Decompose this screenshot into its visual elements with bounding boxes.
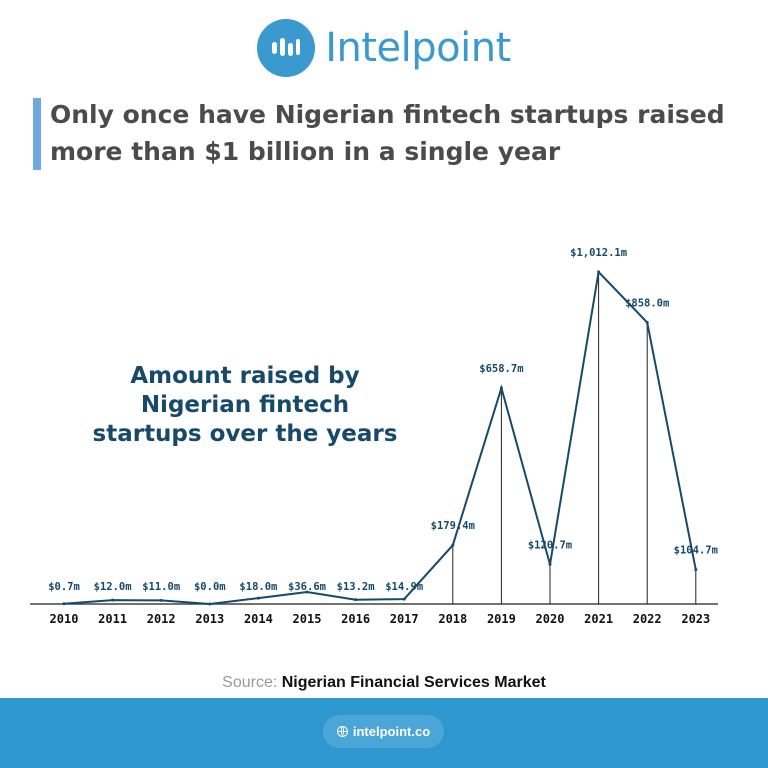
x-tick-label: 2013 [195,612,224,626]
data-label: $18.0m [239,581,277,593]
data-point [499,386,503,390]
data-label: $0.7m [48,581,80,593]
x-tick-label: 2011 [98,612,127,626]
x-tick-label: 2015 [293,612,322,626]
data-label: $13.2m [337,581,375,593]
data-label: $0.0m [194,581,226,593]
x-tick-label: 2020 [536,612,565,626]
data-label: $12.0m [94,581,132,593]
footer-bar: intelpoint.co [0,698,768,768]
data-point [451,543,455,547]
data-label: $179.4m [431,520,475,532]
data-point [597,270,601,274]
chart-title: Amount raised by Nigerian fintech startu… [92,363,398,447]
x-tick-label: 2017 [390,612,419,626]
x-tick-label: 2022 [633,612,662,626]
brand-logo: Intelpoint [0,18,768,78]
x-tick-label: 2018 [438,612,467,626]
x-tick-label: 2021 [584,612,613,626]
x-tick-label: 2016 [341,612,370,626]
data-label: $858.0m [625,298,669,310]
data-label: $14.9m [385,581,423,593]
x-tick-label: 2019 [487,612,516,626]
globe-icon [336,726,348,737]
data-point [354,598,358,602]
data-point [305,590,309,594]
data-label: $104.7m [674,545,718,557]
data-point [159,598,163,602]
x-tick-label: 2010 [50,612,79,626]
data-label: $658.7m [479,363,523,375]
line-chart: $0.7m $12.0m $11.0m $0.0m $18.0m $36.6m $13.2m… [30,247,718,626]
website-url: intelpoint.co [352,724,431,739]
data-point [256,596,260,600]
data-point [548,562,552,566]
bar-chart-icon [257,19,316,77]
data-label: $11.0m [142,581,180,593]
website-link[interactable]: intelpoint.co [323,715,444,748]
data-label: $1,012.1m [570,247,627,259]
x-tick-label: 2012 [147,612,176,626]
source-note: Source: Nigerian Financial Services Mark… [0,674,768,692]
data-point [645,321,649,325]
data-point [208,602,212,606]
source-text: Nigerian Financial Services Market [281,674,546,691]
series-line [63,269,697,606]
source-label: Source: [222,674,278,691]
data-point [694,568,698,572]
data-point [402,597,406,601]
x-tick-label: 2023 [681,612,710,626]
data-point [62,602,66,606]
data-point [111,598,115,602]
data-label: $36.6m [288,581,326,593]
brand-name: Intelpoint [325,25,511,71]
title-accent-bar [33,98,41,170]
page-title: Only once have Nigerian fintech startups… [50,100,725,166]
x-tick-label: 2014 [244,612,273,626]
data-label: $120.7m [528,539,572,551]
